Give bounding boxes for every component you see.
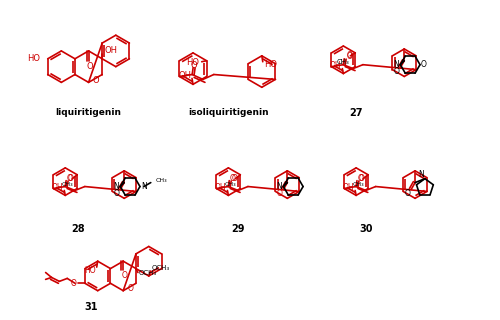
Text: CH₃: CH₃: [337, 59, 350, 65]
Text: N: N: [276, 182, 282, 191]
Text: O: O: [230, 174, 235, 183]
Text: HO: HO: [264, 60, 277, 69]
Text: O: O: [191, 61, 198, 70]
Text: N: N: [141, 182, 147, 191]
Text: HO: HO: [27, 54, 40, 63]
Text: 30: 30: [359, 224, 372, 234]
Text: O: O: [404, 189, 410, 198]
Text: 31: 31: [84, 302, 98, 312]
Text: O: O: [231, 174, 237, 183]
Text: HO: HO: [84, 266, 96, 275]
Text: O: O: [276, 189, 282, 198]
Text: O: O: [66, 174, 72, 183]
Text: OCH₃: OCH₃: [152, 265, 170, 271]
Text: CH₃: CH₃: [352, 182, 364, 187]
Text: OCH₃: OCH₃: [139, 270, 157, 276]
Text: O: O: [358, 174, 363, 183]
Text: OH: OH: [104, 46, 117, 55]
Text: O: O: [68, 174, 74, 183]
Text: O: O: [346, 52, 352, 61]
Text: OH: OH: [342, 183, 354, 192]
Text: N: N: [394, 60, 400, 69]
Text: O: O: [127, 284, 133, 293]
Text: O: O: [359, 174, 365, 183]
Text: O: O: [346, 51, 352, 60]
Text: OH: OH: [215, 183, 226, 192]
Text: liquiritigenin: liquiritigenin: [55, 108, 121, 117]
Text: OH: OH: [52, 183, 64, 192]
Text: N: N: [114, 182, 119, 191]
Text: O: O: [114, 189, 119, 198]
Text: HO: HO: [186, 58, 199, 67]
Text: O: O: [394, 67, 400, 76]
Text: OH: OH: [330, 61, 342, 70]
Text: OH: OH: [178, 71, 191, 80]
Text: 27: 27: [350, 108, 363, 118]
Text: CH₃: CH₃: [224, 182, 236, 187]
Text: O: O: [92, 76, 99, 85]
Text: 28: 28: [71, 224, 85, 234]
Text: O: O: [421, 60, 427, 69]
Text: O: O: [122, 271, 127, 280]
Text: O: O: [70, 279, 76, 288]
Text: isoliquiritigenin: isoliquiritigenin: [188, 108, 268, 117]
Text: CH₃: CH₃: [62, 182, 73, 187]
Text: O: O: [86, 62, 93, 71]
Text: N: N: [418, 170, 424, 179]
Text: 29: 29: [232, 224, 245, 234]
Text: CH₃: CH₃: [156, 178, 168, 183]
